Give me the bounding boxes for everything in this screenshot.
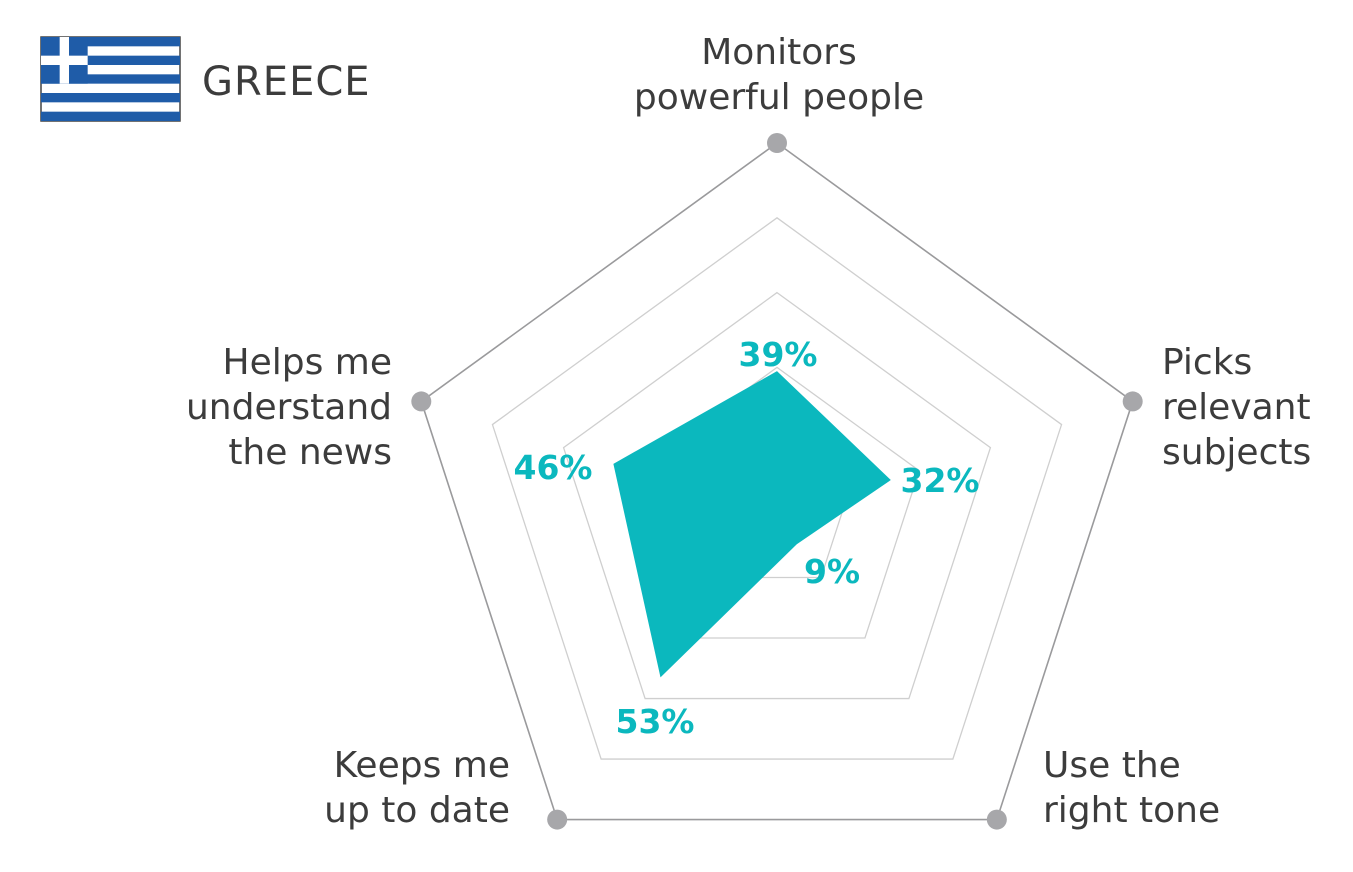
data-label: 32% bbox=[901, 461, 980, 500]
axis-label-line: right tone bbox=[1043, 790, 1220, 831]
axis-label-line: Helps me bbox=[223, 342, 393, 383]
axis-label: Helps me understand the news bbox=[186, 342, 392, 473]
radar-grid bbox=[411, 133, 1143, 830]
axis-label-line: subjects bbox=[1162, 432, 1311, 473]
axis-label: Monitors powerful people bbox=[634, 32, 924, 118]
data-label: 9% bbox=[804, 552, 860, 591]
flag-cross bbox=[41, 55, 88, 65]
axis-label: Keeps me up to date bbox=[324, 745, 510, 831]
country-title: GREECE bbox=[202, 59, 371, 105]
axis-marker bbox=[767, 133, 787, 153]
flag-stripe bbox=[41, 55, 180, 65]
data-label: 53% bbox=[616, 702, 695, 741]
axis-label-line: Picks bbox=[1162, 342, 1252, 383]
axis-marker bbox=[1122, 391, 1143, 412]
axis-label-line: understand bbox=[186, 387, 392, 428]
axis-marker bbox=[411, 391, 432, 412]
axis-label-line: powerful people bbox=[634, 77, 924, 118]
axis-label-line: up to date bbox=[324, 790, 510, 831]
flag-stripe bbox=[41, 74, 180, 84]
axis-label-line: Keeps me bbox=[334, 745, 510, 786]
axis-label: Use the right tone bbox=[1043, 745, 1220, 831]
grid-ring-100 bbox=[420, 142, 1134, 821]
axis-label-line: Use the bbox=[1043, 745, 1181, 786]
data-label: 39% bbox=[739, 335, 818, 374]
axis-marker bbox=[547, 809, 568, 830]
flag-stripe bbox=[41, 93, 180, 103]
axis-labels: Monitors powerful people 39% Picks relevant s… bbox=[186, 32, 1311, 831]
series-area bbox=[613, 371, 891, 678]
greece-flag-icon bbox=[40, 36, 181, 122]
radar-series bbox=[613, 371, 891, 678]
axis-label-line: the news bbox=[228, 432, 392, 473]
data-label: 46% bbox=[514, 448, 593, 487]
flag-stripe bbox=[41, 111, 180, 121]
axis-label-line: relevant bbox=[1162, 387, 1311, 428]
grid-ring-80 bbox=[491, 216, 1063, 760]
grid-ring-60 bbox=[562, 291, 992, 700]
axis-marker bbox=[986, 809, 1007, 830]
flag-stripe bbox=[41, 37, 180, 47]
axis-label: Picks relevant subjects bbox=[1162, 342, 1311, 473]
axis-label-line: Monitors bbox=[701, 32, 857, 73]
